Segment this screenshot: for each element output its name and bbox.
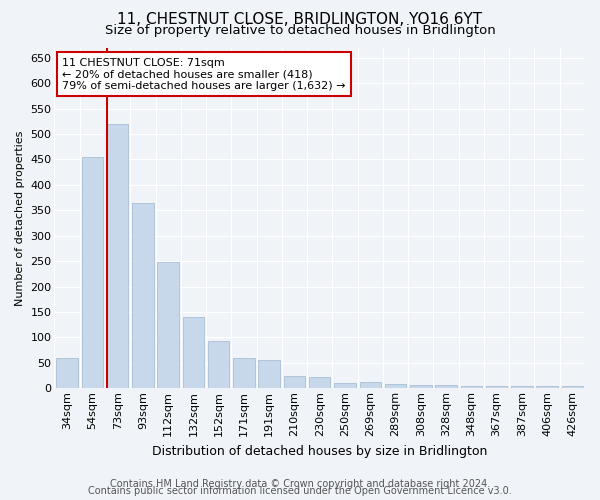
Bar [259,360,280,388]
Text: Contains HM Land Registry data © Crown copyright and database right 2024.: Contains HM Land Registry data © Crown c… [110,479,490,489]
Bar [359,382,381,388]
Bar [208,341,229,388]
Text: 11 CHESTNUT CLOSE: 71sqm
← 20% of detached houses are smaller (418)
79% of semi-: 11 CHESTNUT CLOSE: 71sqm ← 20% of detach… [62,58,346,91]
Bar [284,376,305,388]
Bar [511,386,533,388]
Bar [157,262,179,388]
Bar [436,385,457,388]
Bar [233,358,254,388]
X-axis label: Distribution of detached houses by size in Bridlington: Distribution of detached houses by size … [152,444,487,458]
Bar [56,358,78,388]
Bar [461,386,482,388]
Text: Size of property relative to detached houses in Bridlington: Size of property relative to detached ho… [104,24,496,37]
Bar [486,386,508,388]
Bar [82,157,103,388]
Bar [132,202,154,388]
Bar [385,384,406,388]
Bar [309,376,331,388]
Bar [334,383,356,388]
Bar [536,386,558,388]
Text: 11, CHESTNUT CLOSE, BRIDLINGTON, YO16 6YT: 11, CHESTNUT CLOSE, BRIDLINGTON, YO16 6Y… [118,12,482,28]
Bar [410,385,431,388]
Y-axis label: Number of detached properties: Number of detached properties [15,130,25,306]
Bar [562,386,583,388]
Text: Contains public sector information licensed under the Open Government Licence v3: Contains public sector information licen… [88,486,512,496]
Bar [182,317,204,388]
Bar [107,124,128,388]
